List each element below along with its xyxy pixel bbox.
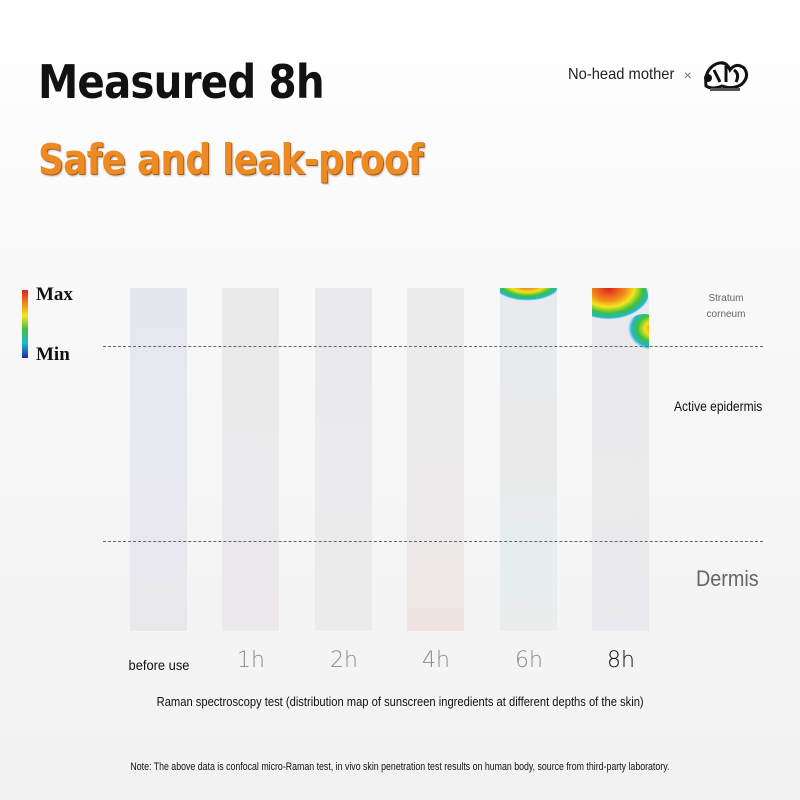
- partner-logo-icon: [703, 61, 748, 91]
- timepoint-label: 4h: [422, 648, 450, 673]
- brand-name: No-head mother: [568, 66, 675, 83]
- intensity-legend: Max Min: [20, 284, 110, 365]
- layer-label-line: corneum: [706, 309, 746, 320]
- layer-label-active-epidermis: Active epidermis: [674, 398, 763, 414]
- timepoint-label: 1h: [237, 648, 265, 673]
- strip-2h: [315, 288, 372, 631]
- strip-1h: [222, 288, 279, 631]
- layer-label-line: Stratum: [708, 293, 744, 304]
- strip-8h: [592, 288, 649, 631]
- brand-lockup: No-head mother ×: [568, 60, 752, 91]
- timepoint-label: 6h: [515, 648, 543, 673]
- caption-text: Raman spectroscopy test (distribution ma…: [156, 694, 644, 709]
- timepoint-label: 2h: [330, 648, 358, 673]
- legend-max-label: Max: [36, 284, 73, 305]
- brand-separator: ×: [683, 67, 692, 83]
- color-scale-bar: [22, 290, 28, 358]
- figure-caption: Raman spectroscopy test (distribution ma…: [0, 694, 800, 709]
- strip-before-use: [130, 288, 187, 631]
- page-title: Measured 8h: [38, 55, 325, 109]
- footnote-text: Note: The above data is confocal micro-R…: [130, 761, 670, 773]
- stratum-boundary-line: [103, 346, 763, 347]
- layer-label-dermis: Dermis: [696, 566, 759, 591]
- page-subtitle: Safe and leak-proof: [38, 135, 423, 184]
- dermis-boundary-line: [103, 541, 763, 542]
- heat-spot-6h: [500, 288, 557, 304]
- footnote: Note: The above data is confocal micro-R…: [0, 761, 800, 773]
- timepoint-label: before use: [128, 657, 190, 673]
- layer-label-stratum-corneum: Stratum corneum: [693, 291, 759, 323]
- strip-4h: [407, 288, 464, 631]
- legend-min-label: Min: [36, 344, 70, 365]
- timepoint-label: 8h: [607, 648, 635, 673]
- strip-6h: [500, 288, 557, 631]
- heat-spot-8h: [592, 288, 649, 350]
